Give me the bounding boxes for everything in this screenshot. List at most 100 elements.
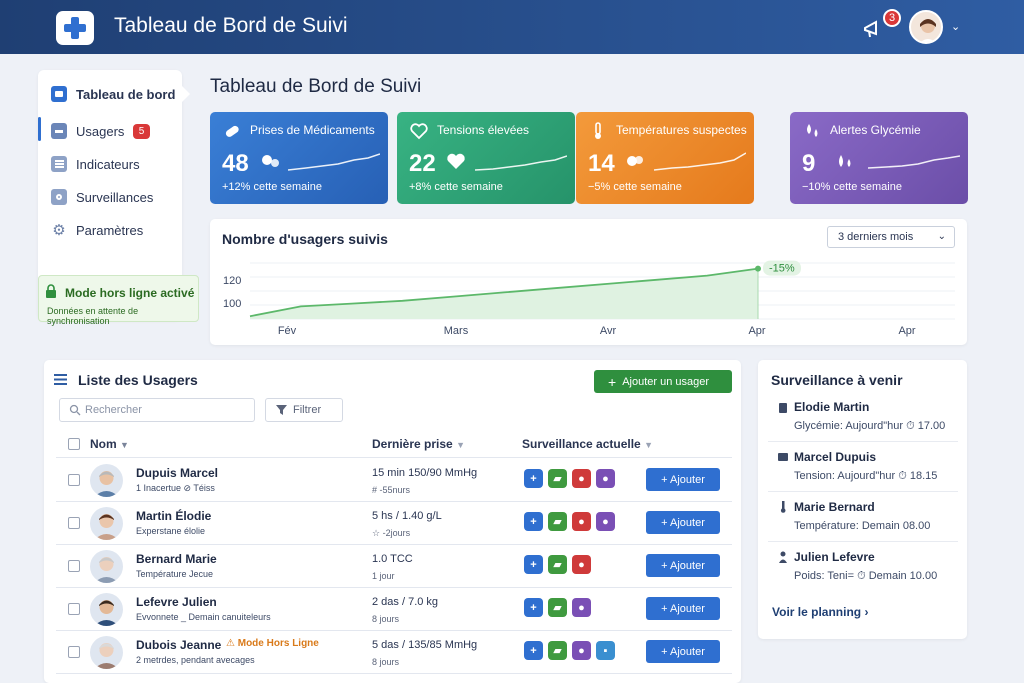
- period-select-value: 3 derniers mois: [838, 231, 914, 243]
- surveillance-tag-icon[interactable]: ●: [596, 512, 615, 531]
- user-name[interactable]: Lefevre Julien: [136, 595, 217, 609]
- thermometer-icon: [595, 122, 601, 139]
- kpi-card-blood-pressure[interactable]: Tensions élevées 22 +8% cette semaine: [397, 112, 575, 204]
- last-intake-time: ☆ -2jours: [372, 528, 411, 538]
- kpi-value: 22: [409, 150, 436, 177]
- sidebar-item-label: Usagers: [76, 123, 125, 139]
- sidebar-item-settings[interactable]: ⚙ Paramètres: [38, 216, 182, 244]
- row-add-button[interactable]: + Ajouter: [646, 468, 720, 491]
- user-name[interactable]: Dubois Jeanne: [136, 638, 222, 652]
- sidebar-item-dashboard[interactable]: Tableau de bord: [38, 80, 190, 108]
- upcoming-item[interactable]: Elodie Martin Glycémie: Aujourd"hur ⏱ 17…: [768, 396, 958, 442]
- drops-icon: [839, 155, 851, 167]
- search-placeholder: Rechercher: [85, 404, 142, 416]
- upcoming-detail: Température: Demain 08.00: [794, 520, 931, 532]
- surveillance-tag-icon[interactable]: +: [524, 469, 543, 488]
- row-checkbox[interactable]: [68, 474, 80, 486]
- surveillance-tag-icon[interactable]: ●: [572, 598, 591, 617]
- pill-icon: [225, 125, 239, 137]
- surveillance-tag-icon[interactable]: ●: [596, 469, 615, 488]
- upcoming-surveillance-card: Surveillance à venir Elodie Martin Glycé…: [758, 360, 967, 639]
- chart-point: [755, 265, 761, 272]
- period-select[interactable]: 3 derniers mois ⌄: [827, 226, 955, 248]
- surveillance-tag-icon[interactable]: +: [524, 598, 543, 617]
- upcoming-name: Marie Bernard: [794, 500, 875, 514]
- x-tick-label: Fév: [278, 325, 297, 337]
- table-row[interactable]: Lefevre Julien Evvonnete _ Demain canuite…: [56, 588, 732, 631]
- search-input[interactable]: Rechercher: [59, 398, 255, 422]
- surveillance-tag-icon[interactable]: ▰: [548, 598, 567, 617]
- surveillance-tag-icon[interactable]: ▰: [548, 641, 567, 660]
- row-checkbox[interactable]: [68, 560, 80, 572]
- avatar: [90, 593, 123, 626]
- user-name[interactable]: Martin Élodie: [136, 509, 212, 523]
- table-row[interactable]: Dubois Jeanne ⚠ Mode Hors Ligne 2 metrdes,…: [56, 631, 732, 674]
- filter-label: Filtrer: [293, 404, 322, 416]
- user-avatar[interactable]: [909, 10, 943, 44]
- surveillance-tag-icon[interactable]: ●: [572, 512, 591, 531]
- select-all-checkbox[interactable]: [68, 438, 80, 450]
- upcoming-surveillance-title: Surveillance à venir: [771, 372, 903, 388]
- kpi-title: Tensions élevées: [437, 123, 530, 137]
- monitor-icon: [778, 453, 788, 461]
- row-add-button[interactable]: + Ajouter: [646, 640, 720, 663]
- surveillance-tag-icon[interactable]: ▰: [548, 512, 567, 531]
- medical-cross-logo-icon: [56, 11, 94, 45]
- filter-button[interactable]: Filtrer: [265, 398, 343, 422]
- surveillance-tag-icon[interactable]: ●: [572, 555, 591, 574]
- upcoming-item[interactable]: Marcel Dupuis Tension: Aujourd"hur ⏱ 18.…: [768, 446, 958, 492]
- top-bar: Tableau de Bord de Suivi 3 ⌄: [0, 0, 1024, 54]
- kpi-card-medications[interactable]: Prises de Médicaments 48 +12% cette sema…: [210, 112, 388, 204]
- surveillance-tag-icon[interactable]: ▰: [548, 469, 567, 488]
- kpi-card-glycemia[interactable]: Alertes Glycémie 9 −10% cette semaine: [790, 112, 968, 204]
- row-checkbox[interactable]: [68, 603, 80, 615]
- column-last-intake[interactable]: Dernière prise ▼: [372, 437, 465, 451]
- upcoming-item[interactable]: Julien Lefevre Poids: Teni= ⏱ Demain 10.…: [768, 546, 958, 592]
- row-add-button[interactable]: + Ajouter: [646, 511, 720, 534]
- list-icon: [54, 374, 67, 385]
- upcoming-detail: Tension: Aujourd"hur ⏱ 18.15: [794, 470, 938, 482]
- sidebar-item-label: Indicateurs: [76, 156, 140, 172]
- sidebar-item-label: Surveillances: [76, 189, 154, 205]
- view-planning-link[interactable]: Voir le planning ›: [772, 605, 869, 619]
- notification-badge: 3: [883, 9, 901, 27]
- column-current-surveillance[interactable]: Surveillance actuelle ▼: [522, 437, 653, 451]
- column-name[interactable]: Nom ▼: [90, 437, 129, 451]
- add-user-button[interactable]: + Ajouter un usager: [594, 370, 732, 393]
- user-subtitle: 2 metrdes, pendant avecages: [136, 655, 255, 665]
- user-name[interactable]: Dupuis Marcel: [136, 466, 219, 480]
- sidebar-item-users[interactable]: Usagers 5: [38, 117, 182, 145]
- user-subtitle: Température Jecue: [136, 569, 214, 579]
- upcoming-name: Elodie Martin: [794, 400, 870, 414]
- megaphone-notification-icon[interactable]: [862, 14, 890, 40]
- table-row[interactable]: Martin Élodie Experstane élolie 5 hs / 1.4…: [56, 502, 732, 545]
- upcoming-name: Julien Lefevre: [794, 550, 875, 564]
- row-checkbox[interactable]: [68, 517, 80, 529]
- sparkline: [654, 152, 746, 171]
- sidebar-item-label: Paramètres: [76, 222, 144, 238]
- upcoming-item[interactable]: Marie Bernard Température: Demain 08.00: [768, 496, 958, 542]
- user-name[interactable]: Bernard Marie: [136, 552, 217, 566]
- virus-icon: [627, 156, 643, 166]
- last-intake-value: 15 min 150/90 MmHg: [372, 467, 478, 479]
- chevron-down-icon[interactable]: ⌄: [951, 21, 961, 33]
- surveillance-tag-icon[interactable]: ●: [572, 641, 591, 660]
- upcoming-detail: Glycémie: Aujourd"hur ⏱ 17.00: [794, 420, 946, 432]
- surveillance-tag-icon[interactable]: +: [524, 555, 543, 574]
- surveillance-tag-icon[interactable]: +: [524, 512, 543, 531]
- row-add-button[interactable]: + Ajouter: [646, 597, 720, 620]
- surveillance-tag-icon[interactable]: ●: [572, 469, 591, 488]
- sidebar-item-surveillances[interactable]: Surveillances: [38, 183, 182, 211]
- app-title: Tableau de Bord de Suivi: [114, 14, 348, 37]
- kpi-card-temperature[interactable]: Températures suspectes 14 −5% cette sema…: [576, 112, 754, 204]
- surveillance-tag-icon[interactable]: ▪: [596, 641, 615, 660]
- surveillance-tag-icon[interactable]: ▰: [548, 555, 567, 574]
- table-row[interactable]: Bernard Marie Température Jecue 1.0 TCC 1 j…: [56, 545, 732, 588]
- user-subtitle: Experstane élolie: [136, 526, 206, 536]
- surveillance-tag-icon[interactable]: +: [524, 641, 543, 660]
- sidebar-item-indicators[interactable]: Indicateurs: [38, 150, 182, 178]
- row-add-button[interactable]: + Ajouter: [646, 554, 720, 577]
- table-row[interactable]: Dupuis Marcel 1 Inacertue ⊘ Téiss 15 min 1…: [56, 459, 732, 502]
- row-checkbox[interactable]: [68, 646, 80, 658]
- last-intake-time: 1 jour: [372, 571, 395, 581]
